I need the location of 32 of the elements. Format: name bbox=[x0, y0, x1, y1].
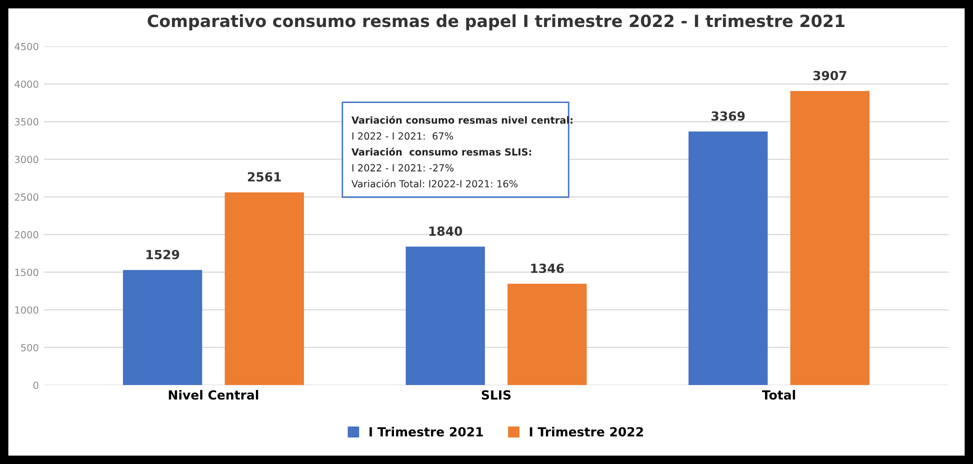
data-label: 2561 bbox=[248, 172, 281, 182]
bar bbox=[406, 246, 485, 386]
bar bbox=[224, 192, 304, 386]
y-tick-label: 0 bbox=[33, 382, 38, 389]
data-label: 1529 bbox=[146, 250, 180, 260]
legend-label: I Trimestre 2021 bbox=[370, 426, 483, 437]
y-tick-label: 3000 bbox=[14, 156, 38, 164]
bar bbox=[122, 270, 202, 386]
annotation: I 2022 - I 2021: -27% bbox=[352, 164, 454, 172]
data-label: 3369 bbox=[712, 111, 745, 121]
annotation: Variación Total: I2022-I 2021: 16% bbox=[352, 180, 518, 188]
y-tick-label: 4000 bbox=[14, 80, 38, 88]
x-tick-label: SLIS bbox=[482, 390, 511, 400]
x-tick-label: Total bbox=[762, 390, 796, 400]
x-tick-label: Nivel Central bbox=[168, 390, 258, 400]
annotation: Variación consumo resmas SLIS: bbox=[351, 148, 532, 156]
bar bbox=[508, 284, 587, 386]
y-tick-label: 2500 bbox=[14, 193, 38, 201]
y-tick-label: 4500 bbox=[14, 42, 38, 50]
chart-title: Comparativo consumo resmas de papel I trimestre 2022 - I trimestre 2021 bbox=[148, 14, 844, 30]
annotation: I 2022 - I 2021: 67% bbox=[352, 132, 454, 140]
bar bbox=[790, 91, 870, 386]
data-label: 1346 bbox=[531, 264, 564, 274]
y-tick-label: 1000 bbox=[15, 306, 38, 314]
y-tick-label: 3500 bbox=[14, 118, 38, 126]
data-label: 3907 bbox=[813, 70, 846, 80]
legend-label: I Trimestre 2022 bbox=[530, 426, 643, 437]
data-label: 1840 bbox=[429, 226, 462, 236]
y-tick-label: 500 bbox=[21, 344, 38, 352]
y-tick-label: 2000 bbox=[14, 231, 38, 238]
y-tick-label: 1500 bbox=[15, 268, 38, 276]
bar bbox=[688, 132, 768, 386]
